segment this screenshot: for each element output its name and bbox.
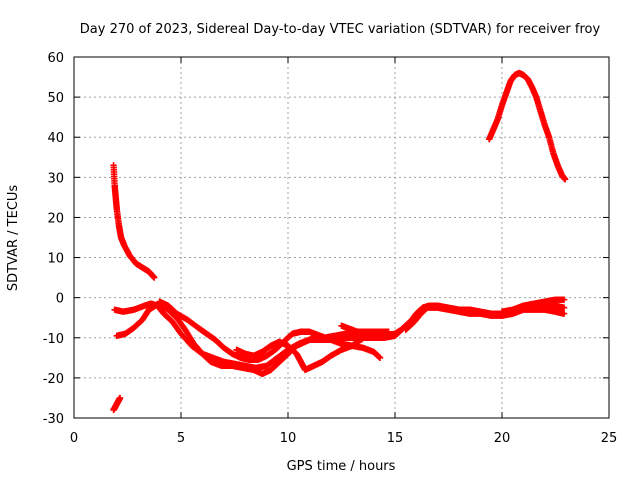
x-tick-label: 15 xyxy=(387,431,404,446)
y-tick-label: 10 xyxy=(47,252,64,267)
y-tick-label: 30 xyxy=(47,171,64,186)
y-tick-label: 0 xyxy=(56,292,64,307)
data-point xyxy=(560,310,568,317)
x-tick-label: 20 xyxy=(494,431,511,446)
series-arc-7 xyxy=(498,302,568,315)
y-tick-label: 60 xyxy=(47,51,64,66)
y-tick-label: 40 xyxy=(47,131,64,146)
y-tick-label: -20 xyxy=(43,372,64,387)
y-tick-label: -10 xyxy=(43,332,64,347)
data-point xyxy=(376,354,384,362)
x-tick-label: 0 xyxy=(70,431,78,446)
x-tick-label: 10 xyxy=(280,431,297,446)
axis-ticks: 0 5 10 15 20 25 -30 -20 -10 0 10 20 30 40 50 60 xyxy=(43,51,618,446)
data-point xyxy=(116,394,124,402)
series-arc-3 xyxy=(156,298,384,364)
series-peak xyxy=(485,69,569,183)
data-point xyxy=(151,274,158,281)
y-tick-label: 50 xyxy=(47,91,64,106)
y-axis-label: SDTVAR / TECUs xyxy=(6,185,21,292)
y-tick-label: 20 xyxy=(47,211,64,226)
chart-title: Day 270 of 2023, Sidereal Day-to-day VTE… xyxy=(80,22,601,37)
x-tick-label: 25 xyxy=(601,431,618,446)
data-point xyxy=(560,304,568,311)
grid-lines xyxy=(74,57,609,418)
y-tick-label: -30 xyxy=(43,412,64,427)
x-tick-label: 5 xyxy=(177,431,185,446)
data-series xyxy=(110,69,569,414)
x-axis-label: GPS time / hours xyxy=(287,459,396,474)
series-low-start xyxy=(110,394,124,414)
data-point xyxy=(561,176,569,183)
series-spike-descent xyxy=(110,162,158,281)
data-point xyxy=(560,296,568,303)
plot-frame xyxy=(73,56,610,419)
